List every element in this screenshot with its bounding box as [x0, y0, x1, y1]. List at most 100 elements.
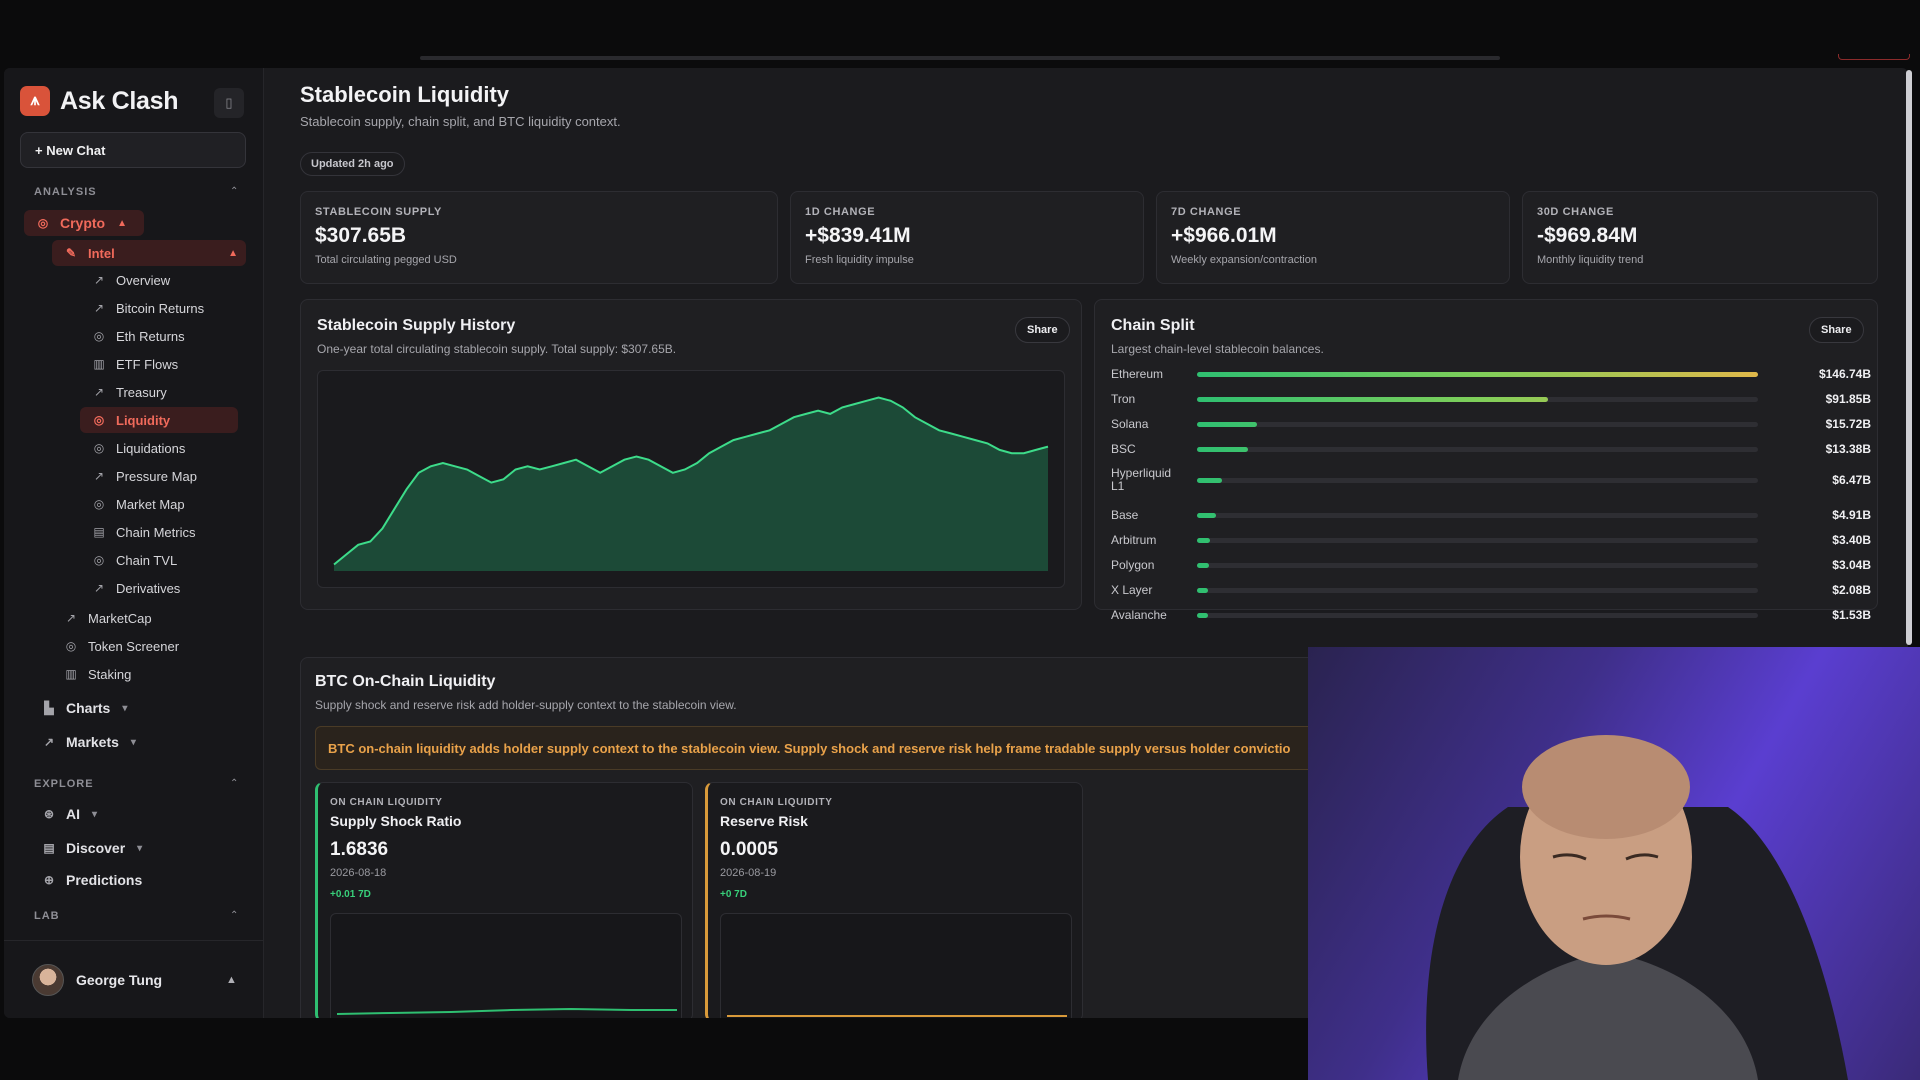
sidebar-item-staking[interactable]: ▥ Staking	[52, 661, 131, 687]
card-title: Supply Shock Ratio	[330, 813, 462, 829]
share-button[interactable]: Share	[1015, 317, 1070, 343]
webcam-person-image	[1426, 735, 1848, 1080]
sidebar-item-bitcoin-returns[interactable]: ↗ Bitcoin Returns	[80, 295, 238, 321]
sidebar-item-treasury[interactable]: ↗ Treasury	[80, 379, 238, 405]
sidebar-item-liquidations[interactable]: ◎ Liquidations	[80, 435, 238, 461]
stat-label: 30D CHANGE	[1537, 206, 1614, 218]
chevron-up-icon[interactable]: ⌃	[230, 910, 239, 921]
sidebar-item-label: Overview	[116, 272, 171, 288]
sidebar-item-token-screener[interactable]: ◎ Token Screener	[52, 633, 179, 659]
sidebar-item-label: Bitcoin Returns	[116, 300, 205, 316]
chain-row: Base $4.91B	[1111, 505, 1871, 525]
page-title: Stablecoin Liquidity	[300, 82, 510, 107]
chain-bar	[1197, 587, 1209, 593]
new-chat-button[interactable]: + New Chat	[20, 132, 246, 168]
coin-icon: ◎	[93, 413, 105, 427]
sidebar: ⩚ Ask Clash ▯ + New Chat ANALYSIS ⌃ ◎ Cr…	[4, 68, 264, 1018]
sidebar-item-crypto[interactable]: ◎ Crypto ▲	[24, 210, 144, 236]
panel-subtitle: Largest chain-level stablecoin balances.	[1111, 342, 1324, 356]
coin-icon: ◎	[65, 639, 77, 653]
app-name: Ask Clash	[60, 86, 179, 115]
sidebar-collapse-button[interactable]: ▯	[214, 88, 244, 118]
chain-name: BSC	[1111, 441, 1136, 456]
card-date: 2026-08-19	[720, 867, 777, 879]
card-change: +0 7D	[720, 889, 747, 900]
chain-bar-track	[1197, 421, 1758, 427]
scrollbar[interactable]	[1906, 70, 1912, 645]
sidebar-item-label: MarketCap	[88, 610, 152, 626]
chain-name: Tron	[1111, 391, 1136, 406]
chain-bar	[1197, 612, 1209, 618]
coin-icon: ◎	[93, 497, 105, 511]
sidebar-item-label: Eth Returns	[116, 328, 185, 344]
sidebar-item-chain-tvl[interactable]: ◎ Chain TVL	[80, 547, 238, 573]
sidebar-item-label: Discover	[66, 840, 126, 856]
sidebar-item-label: Chain TVL	[116, 552, 178, 568]
sidebar-item-etf-flows[interactable]: ▥ ETF Flows	[80, 351, 238, 377]
sidebar-item-label: Liquidations	[116, 440, 186, 456]
stat-caption: Fresh liquidity impulse	[805, 254, 914, 266]
chain-bar	[1197, 446, 1249, 452]
chain-bar-track	[1197, 371, 1758, 377]
chain-row: Tron $91.85B	[1111, 389, 1871, 409]
bitcoin-icon: ◎	[37, 216, 49, 230]
chain-value: $1.53B	[1832, 608, 1871, 622]
sidebar-item-charts[interactable]: ▙ Charts ▾	[30, 695, 127, 721]
stat-value: -$969.84M	[1537, 224, 1638, 247]
stat-card-1d: 1D CHANGE +$839.41M Fresh liquidity impu…	[790, 191, 1144, 284]
share-button[interactable]: Share	[1809, 317, 1864, 343]
sidebar-item-market-map[interactable]: ◎ Market Map	[80, 491, 238, 517]
chain-bar	[1197, 537, 1210, 543]
sidebar-item-pressure-map[interactable]: ↗ Pressure Map	[80, 463, 238, 489]
logo-icon: ⩚	[20, 86, 50, 116]
chain-row: Ethereum $146.74B	[1111, 364, 1871, 384]
brand[interactable]: ⩚ Ask Clash	[20, 86, 178, 116]
sidebar-item-discover[interactable]: ▤ Discover ▾	[30, 835, 142, 861]
browser-tab-strip	[420, 56, 1500, 60]
sidebar-item-markets[interactable]: ↗ Markets ▾	[30, 729, 136, 755]
sidebar-item-eth-returns[interactable]: ◎ Eth Returns	[80, 323, 238, 349]
section-lab: LAB	[34, 910, 60, 922]
card-change: +0.01 7D	[330, 889, 371, 900]
reserve-risk-card[interactable]: ON CHAIN LIQUIDITY Reserve Risk 0.0005 2…	[705, 782, 1083, 1018]
chain-bar-track	[1197, 537, 1758, 543]
stat-value: +$839.41M	[805, 224, 911, 247]
trend-icon: ↗	[93, 581, 105, 595]
supply-shock-card[interactable]: ON CHAIN LIQUIDITY Supply Shock Ratio 1.…	[315, 782, 693, 1018]
reserve-risk-sparkline	[727, 1015, 1067, 1017]
sidebar-item-chain-metrics[interactable]: ▤ Chain Metrics	[80, 519, 238, 545]
stat-card-30d: 30D CHANGE -$969.84M Monthly liquidity t…	[1522, 191, 1878, 284]
mini-chart	[720, 913, 1072, 1018]
sidebar-item-ai[interactable]: ⊛ AI ▾	[30, 801, 97, 827]
sidebar-item-marketcap[interactable]: ↗ MarketCap	[52, 605, 152, 631]
chain-bar	[1197, 371, 1758, 377]
chain-bar	[1197, 396, 1549, 402]
chevron-up-icon[interactable]: ⌃	[230, 778, 239, 789]
sidebar-item-predictions[interactable]: ⊕ Predictions	[30, 867, 142, 893]
chain-row: Arbitrum $3.40B	[1111, 530, 1871, 550]
sidebar-item-liquidity[interactable]: ◎ Liquidity	[80, 407, 238, 433]
chain-bar-track	[1197, 587, 1758, 593]
sidebar-item-intel[interactable]: ✎ Intel ▲	[52, 240, 246, 266]
sidebar-item-label: Token Screener	[88, 638, 180, 654]
panel-icon: ▯	[225, 95, 233, 110]
chevron-up-icon[interactable]: ⌃	[230, 186, 239, 197]
browser-tab-close[interactable]	[1838, 54, 1910, 60]
user-menu[interactable]: George Tung ▲	[4, 940, 264, 1018]
chain-row: Polygon $3.04B	[1111, 555, 1871, 575]
chain-row: Solana $15.72B	[1111, 414, 1871, 434]
chain-value: $13.38B	[1825, 442, 1871, 456]
list-icon: ▤	[93, 525, 105, 539]
chain-bar	[1197, 512, 1216, 518]
stat-card-7d: 7D CHANGE +$966.01M Weekly expansion/con…	[1156, 191, 1510, 284]
updated-badge: Updated 2h ago	[300, 152, 405, 176]
stat-caption: Total circulating pegged USD	[315, 254, 457, 266]
sidebar-item-derivatives[interactable]: ↗ Derivatives	[80, 575, 238, 601]
stat-caption: Monthly liquidity trend	[1537, 254, 1644, 266]
chain-value: $146.74B	[1818, 367, 1871, 381]
supply-line	[333, 396, 1049, 566]
sidebar-item-overview[interactable]: ↗ Overview	[80, 267, 238, 293]
chevron-up-icon: ▲	[117, 217, 128, 229]
mini-chart	[330, 913, 682, 1018]
trend-icon: ↗	[93, 301, 105, 315]
